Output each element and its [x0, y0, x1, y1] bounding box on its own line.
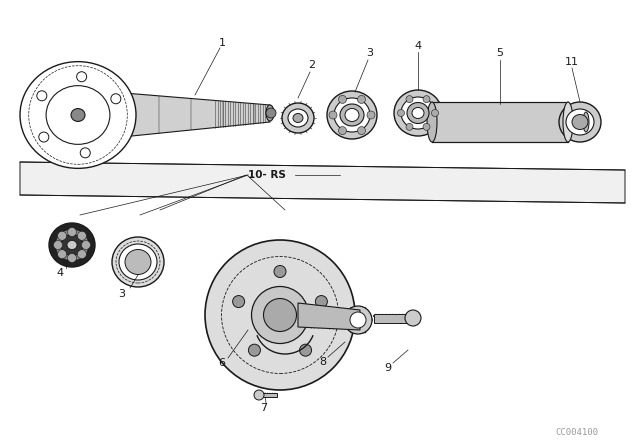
Text: 2: 2 — [308, 60, 316, 70]
Circle shape — [58, 231, 67, 240]
Circle shape — [54, 241, 63, 250]
Ellipse shape — [20, 62, 136, 168]
Ellipse shape — [112, 237, 164, 287]
Text: 1: 1 — [218, 38, 225, 48]
Text: 8: 8 — [319, 357, 326, 367]
Polygon shape — [432, 102, 568, 142]
Ellipse shape — [345, 108, 359, 121]
Circle shape — [358, 127, 365, 134]
Circle shape — [339, 127, 346, 134]
Circle shape — [67, 254, 77, 263]
Circle shape — [111, 94, 121, 104]
Circle shape — [274, 266, 286, 277]
Circle shape — [431, 109, 438, 116]
Circle shape — [344, 306, 372, 334]
Text: 9: 9 — [385, 363, 392, 373]
Circle shape — [397, 109, 404, 116]
Ellipse shape — [49, 223, 95, 267]
Circle shape — [248, 344, 260, 356]
Text: 5: 5 — [497, 48, 504, 58]
Circle shape — [339, 95, 346, 103]
Ellipse shape — [563, 102, 573, 142]
Ellipse shape — [119, 244, 157, 280]
Ellipse shape — [67, 241, 77, 250]
Circle shape — [367, 111, 375, 119]
Ellipse shape — [71, 108, 85, 121]
Ellipse shape — [61, 234, 83, 255]
Ellipse shape — [559, 102, 601, 142]
Circle shape — [316, 296, 328, 308]
Ellipse shape — [394, 90, 442, 136]
Circle shape — [423, 95, 430, 103]
Ellipse shape — [401, 97, 435, 129]
Circle shape — [329, 111, 337, 119]
Circle shape — [254, 390, 264, 400]
Text: 4: 4 — [56, 268, 63, 278]
Circle shape — [232, 296, 244, 308]
Circle shape — [252, 287, 308, 344]
Circle shape — [264, 298, 296, 332]
Ellipse shape — [583, 112, 589, 132]
Text: 6: 6 — [218, 358, 225, 368]
Text: 3: 3 — [367, 48, 374, 58]
Ellipse shape — [282, 103, 314, 133]
Circle shape — [77, 231, 86, 240]
Ellipse shape — [327, 91, 377, 139]
Polygon shape — [20, 162, 625, 203]
Circle shape — [58, 250, 67, 258]
Ellipse shape — [566, 109, 594, 135]
Circle shape — [205, 240, 355, 390]
Text: CC004100: CC004100 — [555, 427, 598, 436]
Circle shape — [77, 250, 86, 258]
Text: 10- RS: 10- RS — [248, 170, 286, 180]
Circle shape — [37, 91, 47, 101]
Circle shape — [406, 95, 413, 103]
Circle shape — [81, 241, 90, 250]
Ellipse shape — [340, 104, 364, 126]
Ellipse shape — [334, 98, 370, 132]
Circle shape — [67, 228, 77, 237]
Polygon shape — [374, 314, 410, 323]
Circle shape — [39, 132, 49, 142]
Text: 4: 4 — [415, 41, 422, 51]
Circle shape — [350, 312, 366, 328]
Ellipse shape — [427, 102, 437, 142]
Circle shape — [358, 95, 365, 103]
Circle shape — [80, 148, 90, 158]
Polygon shape — [112, 92, 270, 138]
Circle shape — [266, 108, 276, 118]
Text: 3: 3 — [118, 289, 125, 299]
Ellipse shape — [572, 115, 588, 129]
Ellipse shape — [293, 113, 303, 122]
Ellipse shape — [407, 103, 429, 124]
Ellipse shape — [266, 105, 274, 121]
Circle shape — [406, 123, 413, 130]
Ellipse shape — [46, 86, 110, 144]
Ellipse shape — [412, 108, 424, 119]
Circle shape — [77, 72, 86, 82]
Ellipse shape — [288, 109, 308, 127]
Circle shape — [300, 344, 312, 356]
Ellipse shape — [125, 250, 151, 275]
Text: 11: 11 — [565, 57, 579, 67]
Text: 7: 7 — [260, 403, 268, 413]
Ellipse shape — [55, 229, 89, 261]
Polygon shape — [298, 303, 360, 330]
Polygon shape — [262, 393, 277, 397]
Circle shape — [405, 310, 421, 326]
Circle shape — [423, 123, 430, 130]
